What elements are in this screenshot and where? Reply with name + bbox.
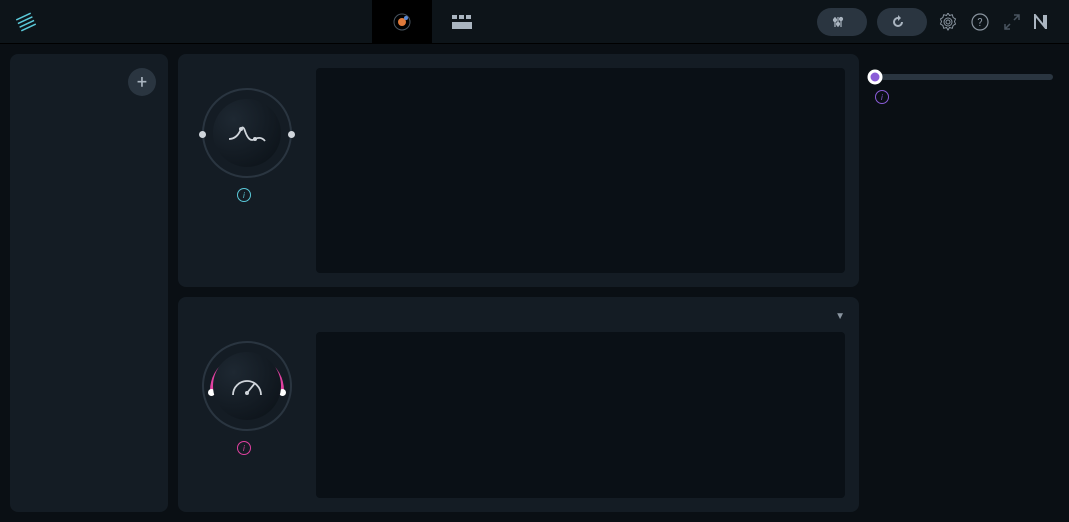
equalizer-knob[interactable]: [202, 88, 292, 178]
loudness-chart: [316, 332, 845, 498]
info-icon[interactable]: i: [237, 441, 251, 455]
bypass-button[interactable]: [817, 8, 867, 36]
targets-sidebar: +: [10, 54, 168, 512]
vocal-level-slider[interactable]: [875, 74, 1053, 80]
bypass-icon: [831, 15, 845, 29]
info-icon[interactable]: i: [237, 188, 251, 202]
tonal-balance-chart: [316, 68, 845, 273]
svg-text:?: ?: [977, 16, 982, 29]
settings-icon[interactable]: [937, 11, 959, 33]
info-icon[interactable]: i: [875, 90, 889, 104]
help-icon[interactable]: ?: [969, 11, 991, 33]
add-target-button[interactable]: +: [128, 68, 156, 96]
equalizer-label: i: [237, 188, 257, 202]
logo-mark-icon: [14, 10, 38, 34]
maximizer-label: i: [237, 441, 257, 455]
gauge-icon: [213, 352, 281, 420]
brand-n-icon: [1033, 11, 1055, 33]
view-assistant-button[interactable]: [372, 0, 432, 44]
app-logo: [14, 10, 46, 34]
view-detail-button[interactable]: [432, 0, 492, 44]
vocal-level-label: i: [875, 90, 1053, 104]
chevron-down-icon: ▼: [835, 311, 845, 322]
relearn-button[interactable]: [877, 8, 927, 36]
relearn-icon: [891, 15, 905, 29]
eq-curve-icon: [213, 99, 281, 167]
output-level-select[interactable]: ▼: [819, 311, 845, 322]
zoom-icon[interactable]: [1001, 11, 1023, 33]
maximizer-knob[interactable]: [202, 341, 292, 431]
